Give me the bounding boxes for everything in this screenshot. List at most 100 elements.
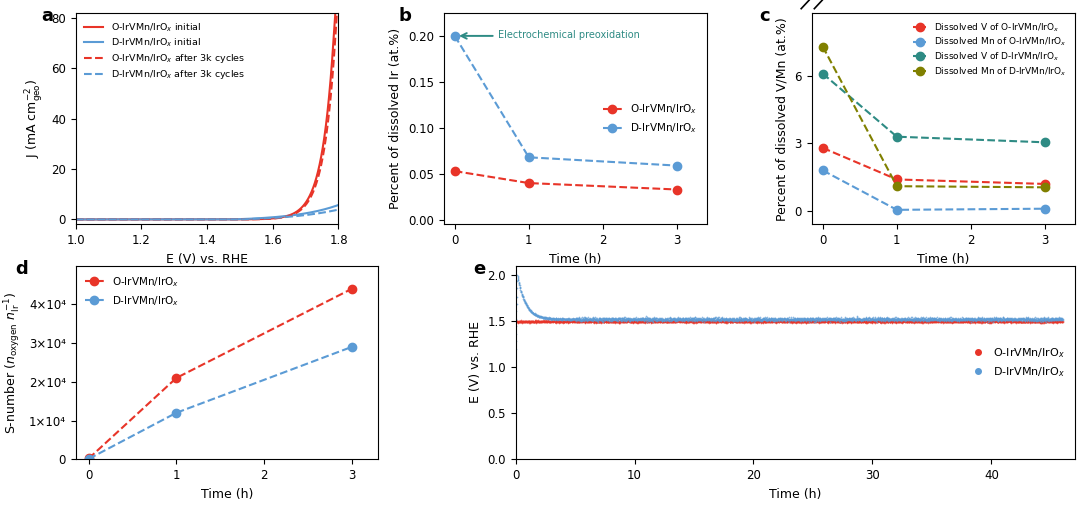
Point	[698, 314, 715, 322]
Point	[878, 316, 895, 324]
Point	[684, 315, 701, 324]
Point	[508, 337, 525, 346]
Point	[1048, 318, 1065, 326]
Point	[689, 317, 706, 325]
Point	[863, 318, 880, 327]
Point	[638, 314, 656, 322]
Point	[963, 317, 981, 326]
Point	[823, 317, 840, 326]
Point	[585, 315, 603, 323]
Point	[565, 315, 582, 323]
Point	[713, 315, 730, 324]
Point	[739, 318, 756, 326]
Point	[650, 317, 667, 325]
Point	[748, 317, 766, 326]
Point	[881, 317, 899, 326]
Point	[1005, 317, 1023, 325]
Point	[724, 318, 741, 326]
Point	[653, 318, 671, 326]
Point	[697, 316, 714, 324]
Point	[716, 316, 733, 324]
Point	[853, 317, 870, 325]
Point	[653, 317, 671, 325]
Point	[943, 315, 960, 323]
Point	[708, 314, 726, 322]
Point	[937, 317, 955, 326]
Point	[916, 317, 933, 325]
Point	[515, 318, 532, 326]
Point	[978, 317, 996, 325]
Point	[961, 318, 978, 326]
Point	[661, 317, 678, 326]
Point	[546, 315, 564, 323]
Point	[575, 317, 592, 325]
Point	[564, 314, 581, 322]
Point	[519, 318, 537, 326]
Point	[889, 317, 906, 326]
Point	[742, 316, 759, 324]
Point	[534, 318, 551, 326]
Point	[943, 317, 960, 325]
Point	[1023, 317, 1040, 325]
Point	[892, 317, 909, 326]
Point	[862, 317, 879, 325]
Point	[996, 315, 1013, 323]
Point	[531, 317, 549, 326]
Point	[650, 316, 667, 324]
Point	[899, 317, 916, 326]
Point	[852, 316, 869, 324]
Point	[843, 315, 861, 324]
Y-axis label: Percent of dissolved V/Mn (at.%): Percent of dissolved V/Mn (at.%)	[775, 17, 788, 220]
Point	[882, 316, 900, 324]
Point	[650, 314, 667, 322]
Point	[930, 318, 947, 326]
Point	[561, 317, 578, 325]
Point	[666, 318, 684, 326]
Point	[646, 315, 663, 323]
Point	[980, 315, 997, 323]
Point	[773, 317, 791, 326]
Point	[732, 315, 750, 324]
Point	[896, 314, 914, 322]
Point	[812, 317, 829, 326]
Point	[675, 317, 692, 325]
Point	[637, 315, 654, 323]
Point	[697, 317, 714, 325]
Point	[565, 315, 582, 323]
Point	[873, 317, 890, 326]
Point	[726, 315, 743, 323]
Point	[650, 316, 667, 325]
Point	[962, 314, 980, 322]
Point	[526, 310, 543, 318]
Point	[557, 318, 575, 326]
Point	[568, 315, 585, 323]
Point	[555, 315, 572, 323]
Point	[1041, 318, 1058, 326]
Point	[1007, 315, 1024, 323]
Point	[604, 318, 621, 326]
Point	[616, 316, 633, 324]
Point	[556, 315, 573, 323]
Point	[1018, 317, 1036, 326]
Point	[638, 317, 656, 326]
Point	[901, 318, 918, 326]
Point	[873, 314, 890, 322]
Point	[883, 317, 901, 326]
Point	[758, 315, 775, 324]
Point	[718, 316, 735, 324]
Point	[973, 319, 990, 327]
Point	[584, 317, 602, 325]
Point	[677, 316, 694, 325]
Point	[623, 315, 640, 324]
Point	[725, 317, 742, 326]
Point	[611, 317, 629, 326]
Point	[955, 314, 972, 322]
Point	[1025, 316, 1042, 324]
Point	[792, 315, 809, 323]
Point	[825, 316, 842, 324]
Point	[753, 317, 770, 325]
Point	[899, 318, 916, 327]
Point	[609, 317, 626, 326]
Point	[1054, 315, 1071, 324]
Point	[978, 318, 996, 326]
